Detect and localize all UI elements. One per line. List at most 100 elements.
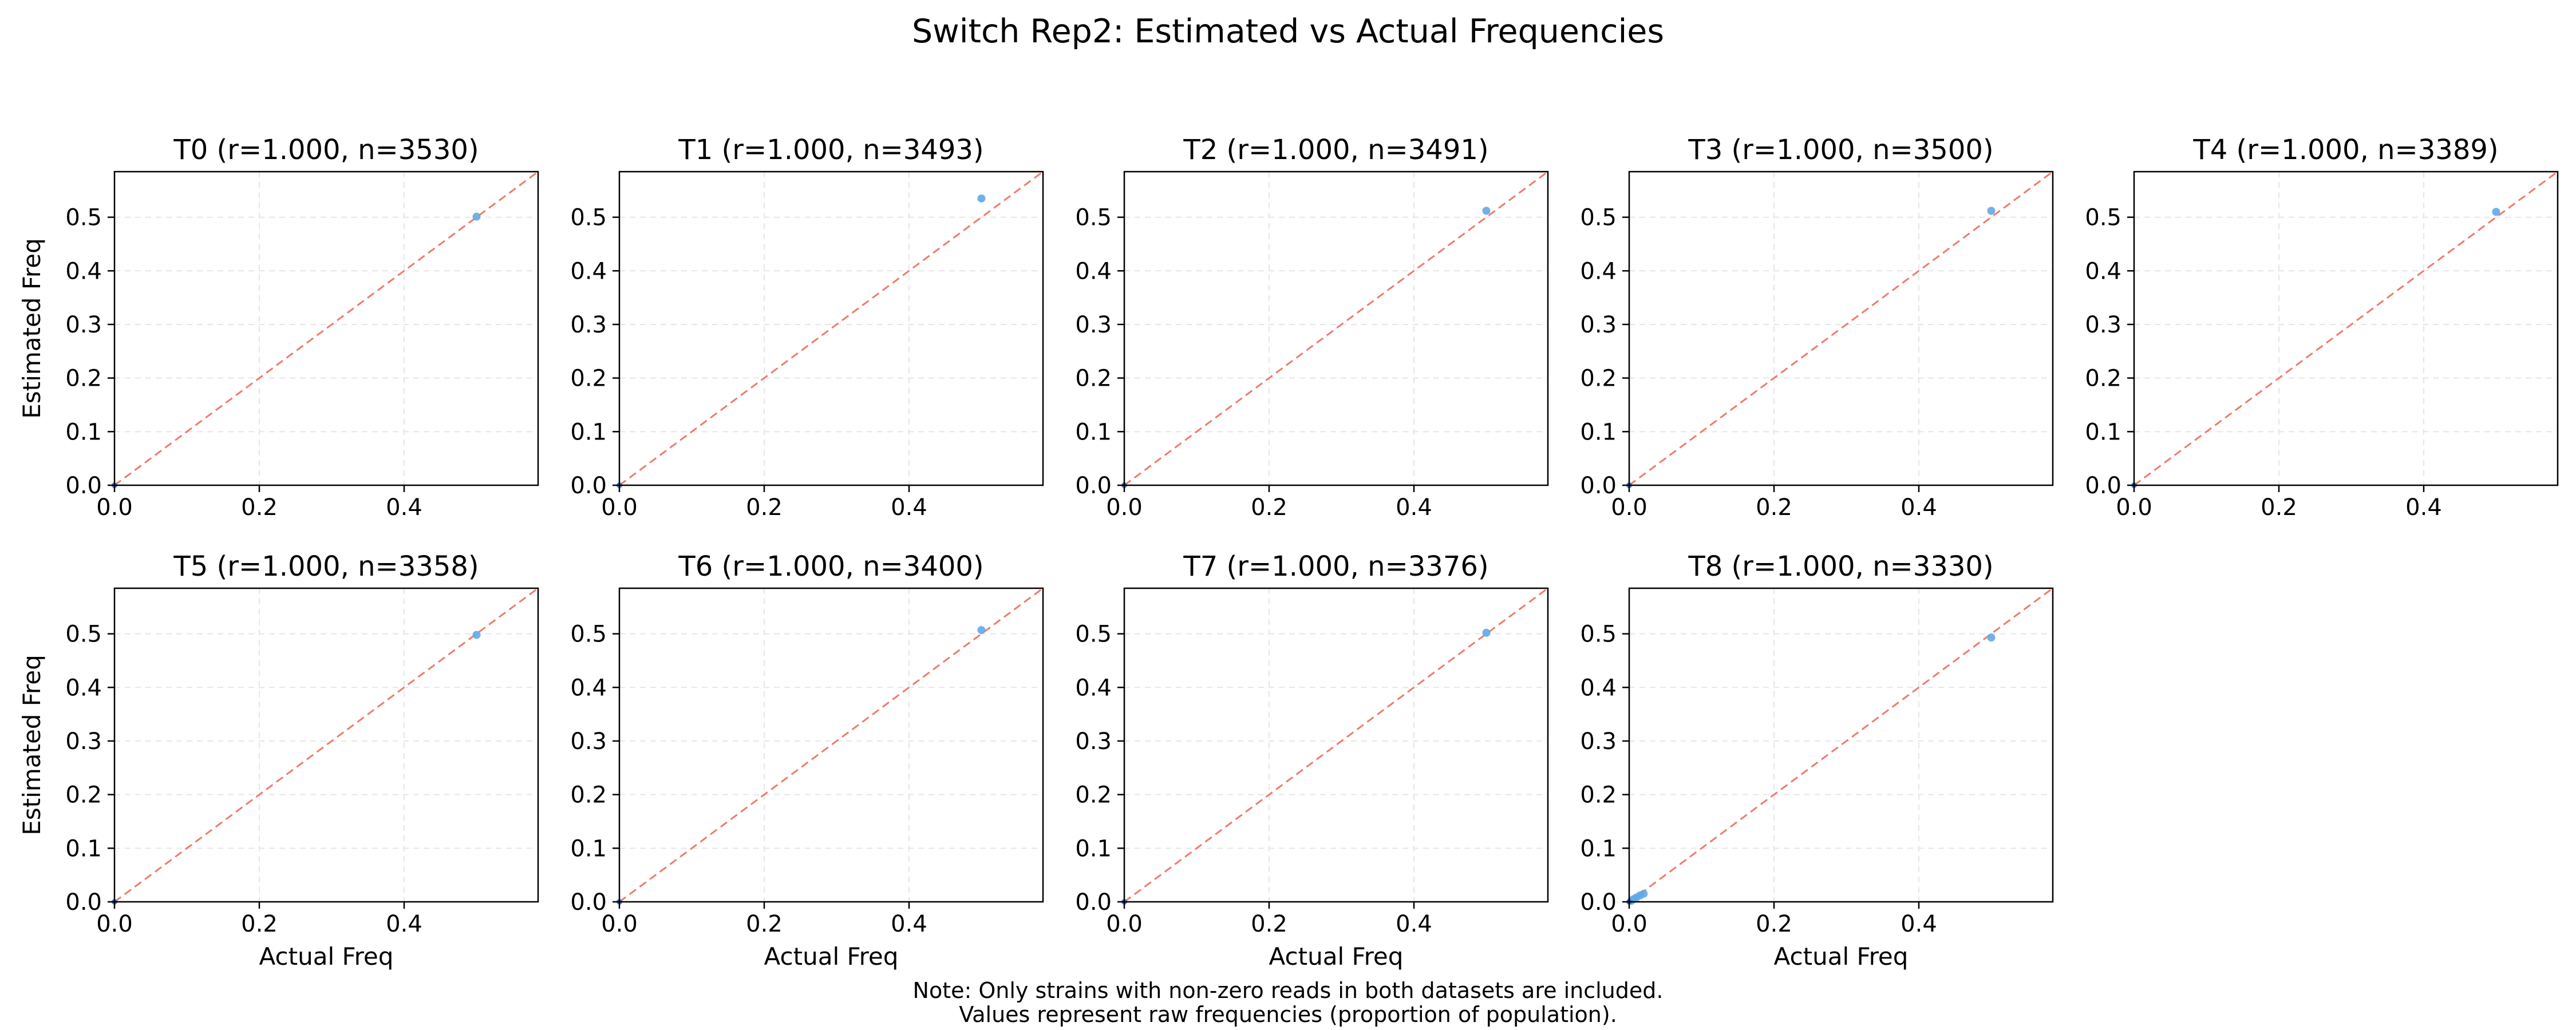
x-tick-label: 0.2 <box>1251 911 1287 937</box>
y-tick-label: 0.2 <box>570 782 607 809</box>
y-axis-label: Estimated Freq <box>18 238 46 418</box>
x-tick-label: 0.4 <box>891 911 927 937</box>
x-tick-label: 0.0 <box>1611 494 1647 521</box>
x-tick-label: 0.4 <box>1396 494 1432 521</box>
y-tick-label: 0.3 <box>570 728 607 755</box>
subplot-title: T4 (r=1.000, n=3389) <box>2192 134 2498 166</box>
y-tick-label: 0.1 <box>1580 419 1617 445</box>
y-tick-label: 0.0 <box>1075 473 1112 499</box>
y-tick-label: 0.1 <box>570 835 607 862</box>
axes-frame <box>1123 587 1549 903</box>
data-point <box>2492 208 2500 216</box>
y-tick-label: 0.5 <box>1580 205 1617 231</box>
y-tick-label: 0.4 <box>570 675 607 701</box>
x-tick-label: 0.4 <box>386 911 422 937</box>
axes-frame <box>1628 171 2054 486</box>
subplot-t5: 0.0 0.2 0.4 0.0 0.1 0.2 0.3 0.4 0.5 T5 (r=1.000, … <box>18 550 539 970</box>
y-tick-label: 0.4 <box>1075 258 1112 284</box>
y-tick-label: 0.1 <box>1580 835 1617 862</box>
axes-frame <box>113 587 539 903</box>
subplot-title: T0 (r=1.000, n=3530) <box>173 134 479 166</box>
data-point <box>472 631 481 639</box>
y-axis-label: Estimated Freq <box>18 655 46 835</box>
axes-frame <box>2133 171 2559 486</box>
x-tick-label: 0.0 <box>96 911 133 937</box>
x-tick-label: 0.2 <box>241 911 278 937</box>
identity-line <box>619 587 1044 903</box>
y-tick-label: 0.0 <box>1580 889 1617 916</box>
x-tick-label: 0.4 <box>891 494 927 521</box>
y-tick-label: 0.3 <box>2085 312 2121 338</box>
y-tick-label: 0.0 <box>1580 473 1617 499</box>
subplot-t8: 0.0 0.2 0.4 0.0 0.1 0.2 0.3 0.4 0.5 T8 (r=1.000, … <box>1580 550 2054 970</box>
x-tick-label: 0.2 <box>746 494 783 521</box>
y-tick-label: 0.2 <box>570 366 607 392</box>
x-tick-label: 0.4 <box>2405 494 2442 521</box>
subplot-title: T5 (r=1.000, n=3358) <box>173 550 479 583</box>
y-tick-label: 0.5 <box>570 621 607 648</box>
x-tick-label: 0.0 <box>1106 911 1143 937</box>
y-tick-label: 0.1 <box>2085 419 2121 445</box>
y-tick-label: 0.5 <box>1075 621 1112 648</box>
subplot-title: T3 (r=1.000, n=3500) <box>1688 134 1993 166</box>
x-tick-label: 0.4 <box>1396 911 1432 937</box>
identity-line <box>1629 171 2053 486</box>
y-tick-label: 0.4 <box>1580 675 1617 701</box>
x-tick-label: 0.4 <box>1901 911 1937 937</box>
subplot-t3: 0.0 0.2 0.4 0.0 0.1 0.2 0.3 0.4 0.5 T3 (r=1.000, … <box>1580 134 2054 521</box>
y-tick-label: 0.0 <box>1075 889 1112 916</box>
y-tick-label: 0.4 <box>570 258 607 284</box>
x-tick-label: 0.2 <box>2261 494 2297 521</box>
footnote-line-2: Values represent raw frequencies (propor… <box>959 1002 1617 1027</box>
y-tick-label: 0.1 <box>1075 835 1112 862</box>
footnote-line-1: Note: Only strains with non-zero reads i… <box>912 978 1664 1003</box>
identity-line <box>619 171 1044 486</box>
y-tick-label: 0.1 <box>65 835 102 862</box>
y-tick-label: 0.4 <box>2085 258 2121 284</box>
y-tick-label: 0.2 <box>1580 366 1617 392</box>
subplot-t7: 0.0 0.2 0.4 0.0 0.1 0.2 0.3 0.4 0.5 T7 (r=1.000, … <box>1075 550 1549 970</box>
identity-line <box>2134 171 2558 486</box>
subplot-title: T2 (r=1.000, n=3491) <box>1183 134 1488 166</box>
data-point <box>1987 207 1996 215</box>
x-tick-label: 0.0 <box>1106 494 1143 521</box>
subplot-title: T1 (r=1.000, n=3493) <box>678 134 983 166</box>
y-tick-label: 0.4 <box>1075 675 1112 701</box>
y-tick-label: 0.3 <box>65 312 102 338</box>
y-tick-label: 0.2 <box>65 366 102 392</box>
y-tick-label: 0.2 <box>1075 782 1112 809</box>
subplot-title: T8 (r=1.000, n=3330) <box>1688 550 1993 583</box>
figure-title: Switch Rep2: Estimated vs Actual Frequen… <box>911 13 1665 50</box>
x-tick-label: 0.2 <box>1756 911 1792 937</box>
x-axis-label: Actual Freq <box>1774 942 1909 970</box>
x-tick-label: 0.0 <box>601 494 638 521</box>
x-tick-label: 0.2 <box>746 911 783 937</box>
y-tick-label: 0.3 <box>1075 728 1112 755</box>
identity-line <box>1124 171 1548 486</box>
y-tick-label: 0.0 <box>570 889 607 916</box>
x-tick-label: 0.0 <box>601 911 638 937</box>
y-tick-label: 0.2 <box>65 782 102 809</box>
x-axis-label: Actual Freq <box>764 942 899 970</box>
y-tick-label: 0.3 <box>65 728 102 755</box>
y-tick-label: 0.0 <box>570 473 607 499</box>
subplot-title: T7 (r=1.000, n=3376) <box>1183 550 1488 583</box>
y-tick-label: 0.5 <box>1580 621 1617 648</box>
y-tick-label: 0.0 <box>65 473 102 499</box>
y-tick-label: 0.0 <box>65 889 102 916</box>
subplot-t6: 0.0 0.2 0.4 0.0 0.1 0.2 0.3 0.4 0.5 T6 (r=1.000, … <box>570 550 1044 970</box>
x-tick-label: 0.4 <box>386 494 422 521</box>
y-tick-label: 0.0 <box>2085 473 2121 499</box>
subplot-t4: 0.0 0.2 0.4 0.0 0.1 0.2 0.3 0.4 0.5 T4 (r=1.000, … <box>2085 134 2559 521</box>
y-tick-label: 0.3 <box>570 312 607 338</box>
data-point <box>1987 633 1996 642</box>
y-tick-label: 0.2 <box>1075 366 1112 392</box>
x-tick-label: 0.4 <box>1901 494 1937 521</box>
y-tick-label: 0.5 <box>65 621 102 648</box>
y-tick-label: 0.2 <box>2085 366 2121 392</box>
x-axis-label: Actual Freq <box>1269 942 1404 970</box>
axes-frame <box>618 171 1044 486</box>
x-tick-label: 0.0 <box>96 494 133 521</box>
y-tick-label: 0.4 <box>65 258 102 284</box>
